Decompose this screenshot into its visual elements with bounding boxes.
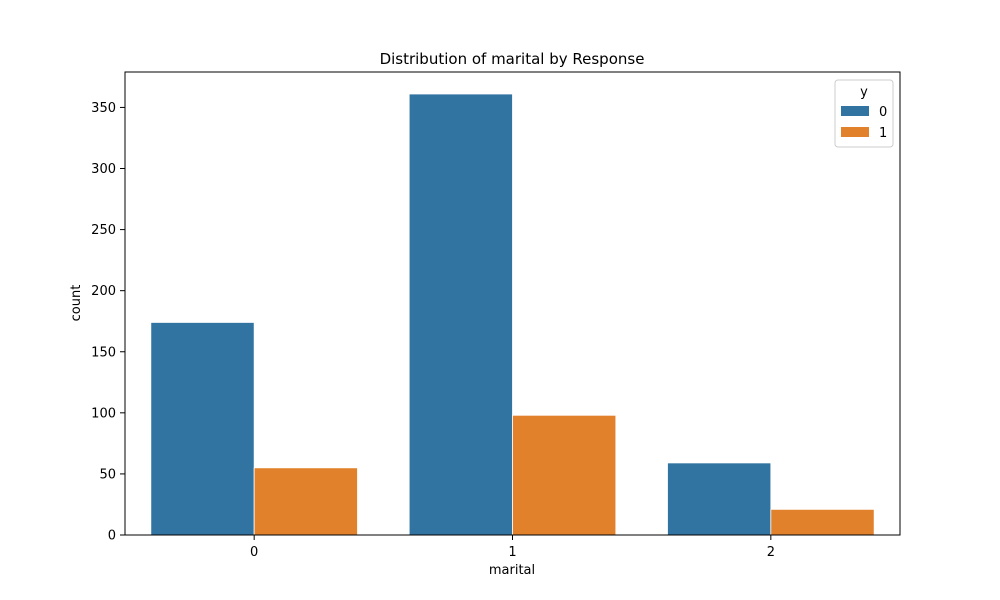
chart-title: Distribution of marital by Response	[380, 50, 645, 68]
y-tick-label: 250	[91, 223, 116, 238]
bar-1-series-0	[408, 93, 513, 536]
bar-0-series-0	[150, 322, 255, 536]
bar-0-series-1	[253, 467, 358, 536]
y-tick-label: 200	[91, 284, 116, 299]
x-tick-label: 0	[250, 545, 258, 560]
legend-swatch-1	[841, 127, 869, 137]
y-tick-label: 50	[99, 467, 116, 482]
x-tick-label: 1	[508, 545, 516, 560]
x-tick-label: 2	[767, 545, 775, 560]
legend: y0 1	[834, 79, 894, 148]
legend-swatch-0	[841, 106, 869, 116]
bar-2-series-0	[667, 462, 772, 536]
y-tick-label: 100	[91, 406, 116, 421]
legend-label-1: 1	[879, 126, 887, 141]
plot-area: 0 50 100 150 200 250 300 350 0 1 2	[91, 71, 901, 560]
y-tick-label: 300	[91, 162, 116, 177]
bar-1-series-1	[512, 414, 617, 536]
legend-label-0: 0	[879, 105, 887, 120]
y-tick-label: 0	[108, 529, 116, 544]
bar-2-series-1	[770, 508, 875, 536]
legend-title: y	[860, 85, 868, 100]
y-axis-label: count	[69, 285, 84, 322]
y-tick-label: 150	[91, 345, 116, 360]
x-axis-label: marital	[489, 563, 535, 578]
y-tick-label: 350	[91, 101, 116, 116]
